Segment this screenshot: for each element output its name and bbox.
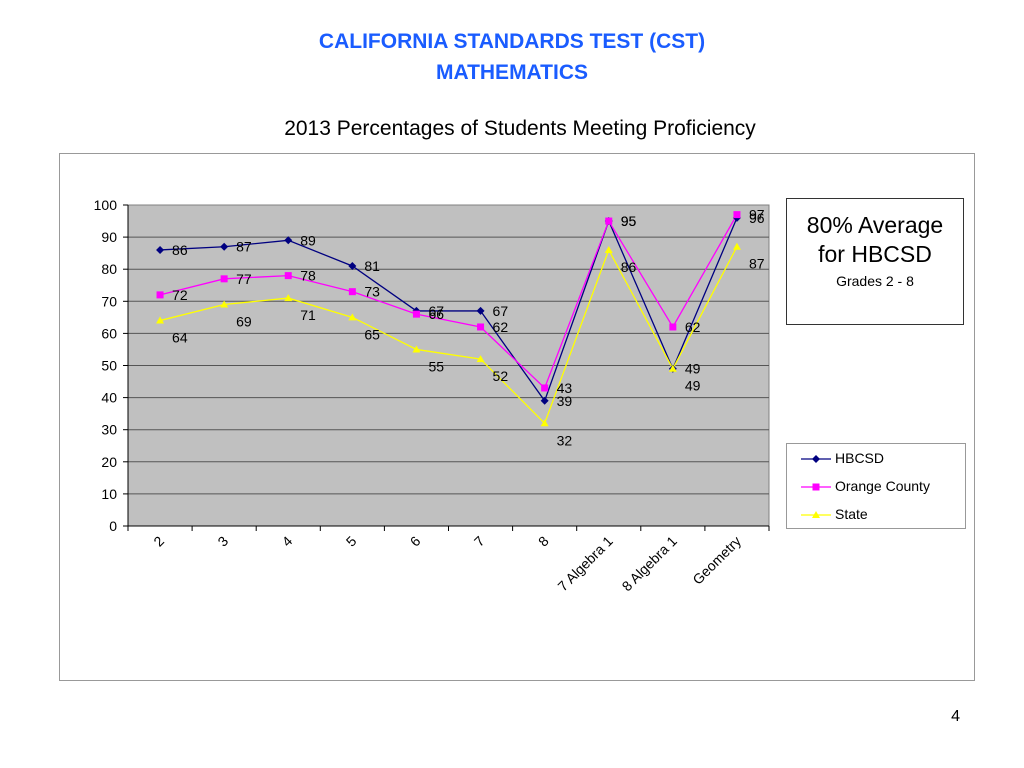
series-line: [160, 217, 738, 403]
data-point: [220, 242, 229, 251]
data-label: 62: [493, 319, 509, 335]
data-label: 87: [236, 239, 252, 255]
data-point: [284, 236, 293, 245]
legend-marker-triangle-icon: [801, 511, 831, 518]
data-point: [541, 384, 549, 392]
data-point: [476, 355, 485, 363]
y-tick-label: 100: [94, 197, 118, 213]
data-point: [412, 310, 420, 318]
data-label: 86: [621, 259, 637, 275]
data-label: 49: [685, 378, 701, 394]
title-line-1: CALIFORNIA STANDARDS TEST (CST): [318, 30, 706, 53]
page-number: 4: [951, 708, 960, 725]
chart-legend: HBCSD Orange County State: [786, 443, 966, 529]
data-point: [156, 245, 165, 254]
y-tick-label: 90: [101, 229, 117, 245]
y-tick-label: 0: [109, 518, 117, 534]
x-tick-label: 7: [471, 533, 488, 550]
data-point: [156, 316, 165, 324]
data-label: 43: [557, 380, 573, 396]
data-point: [604, 245, 613, 253]
data-point: [348, 288, 356, 296]
data-point: [348, 261, 357, 270]
legend-label: State: [835, 506, 868, 522]
data-label: 55: [428, 358, 444, 374]
legend-marker-square-icon: [801, 483, 831, 491]
note-line-3: Grades 2 - 8: [836, 273, 914, 289]
data-label: 52: [493, 368, 509, 384]
data-label: 73: [364, 284, 380, 300]
note-line-2: for HBCSD: [818, 241, 932, 267]
data-label: 86: [172, 242, 188, 258]
data-label: 78: [300, 268, 316, 284]
data-label: 65: [364, 326, 380, 342]
data-label: 71: [300, 307, 316, 323]
data-point: [156, 291, 164, 299]
data-label: 89: [300, 232, 316, 248]
y-tick-label: 20: [101, 454, 117, 470]
data-label: 69: [236, 314, 252, 330]
y-tick-label: 30: [101, 422, 117, 438]
y-tick-label: 10: [101, 486, 117, 502]
data-label: 67: [428, 303, 444, 319]
x-tick-label: 5: [343, 533, 360, 550]
x-tick-label: 2: [150, 533, 167, 550]
data-point: [412, 345, 421, 353]
data-point: [477, 323, 485, 331]
chart-subtitle: 2013 Percentages of Students Meeting Pro…: [284, 117, 756, 140]
data-point: [284, 272, 292, 280]
data-point: [605, 217, 613, 225]
data-point: [733, 211, 741, 219]
x-tick-label: 8: [535, 533, 552, 550]
y-tick-label: 60: [101, 325, 117, 341]
data-point: [540, 419, 549, 427]
legend-label: Orange County: [835, 478, 930, 494]
legend-label: HBCSD: [835, 450, 885, 466]
y-tick-label: 50: [101, 358, 117, 374]
data-label: 32: [557, 432, 573, 448]
data-label: 64: [172, 330, 188, 346]
data-point: [540, 396, 549, 405]
data-label: 49: [685, 361, 701, 377]
chart-title: CALIFORNIA STANDARDS TEST (CST) MATHEMAT…: [0, 26, 1024, 88]
data-label: 62: [685, 319, 701, 335]
x-tick-label: 8 Algebra 1: [619, 533, 681, 595]
title-line-2: MATHEMATICS: [435, 61, 589, 84]
y-tick-label: 40: [101, 390, 117, 406]
x-tick-label: 7 Algebra 1: [554, 533, 616, 595]
note-line-1: 80% Average: [806, 212, 944, 238]
y-tick-label: 80: [101, 261, 117, 277]
data-label: 81: [364, 258, 380, 274]
data-point: [668, 364, 677, 372]
data-label: 66: [428, 306, 444, 322]
data-label: 96: [749, 210, 765, 226]
data-point: [348, 313, 357, 321]
data-label: 97: [749, 207, 765, 223]
data-point: [220, 300, 229, 308]
data-label: 77: [236, 271, 252, 287]
chart-frame: 0 10 20 30 40 50 60 70 80 90 100 2 3 4 5 6 7 8 7 Algebra 1…: [59, 153, 975, 681]
x-tick-label: Geometry: [689, 533, 744, 588]
series-line: [159, 214, 738, 390]
series-line: [159, 246, 738, 425]
data-point: [732, 242, 741, 250]
y-tick-label: 70: [101, 293, 117, 309]
data-label: 39: [557, 393, 573, 409]
x-tick-label: 3: [214, 533, 231, 550]
data-label: 87: [749, 256, 765, 272]
data-point: [284, 294, 293, 302]
legend-marker-diamond-icon: [801, 455, 831, 463]
data-point: [220, 275, 228, 283]
data-label: 95: [621, 213, 637, 229]
x-tick-label: 6: [407, 533, 424, 550]
data-label: 67: [493, 303, 509, 319]
data-point: [476, 306, 485, 315]
x-tick-label: 4: [279, 533, 296, 550]
average-note-box: 80% Average for HBCSD Grades 2 - 8: [786, 198, 964, 325]
data-label: 95: [621, 213, 637, 229]
data-label: 72: [172, 287, 188, 303]
data-point: [669, 323, 677, 331]
